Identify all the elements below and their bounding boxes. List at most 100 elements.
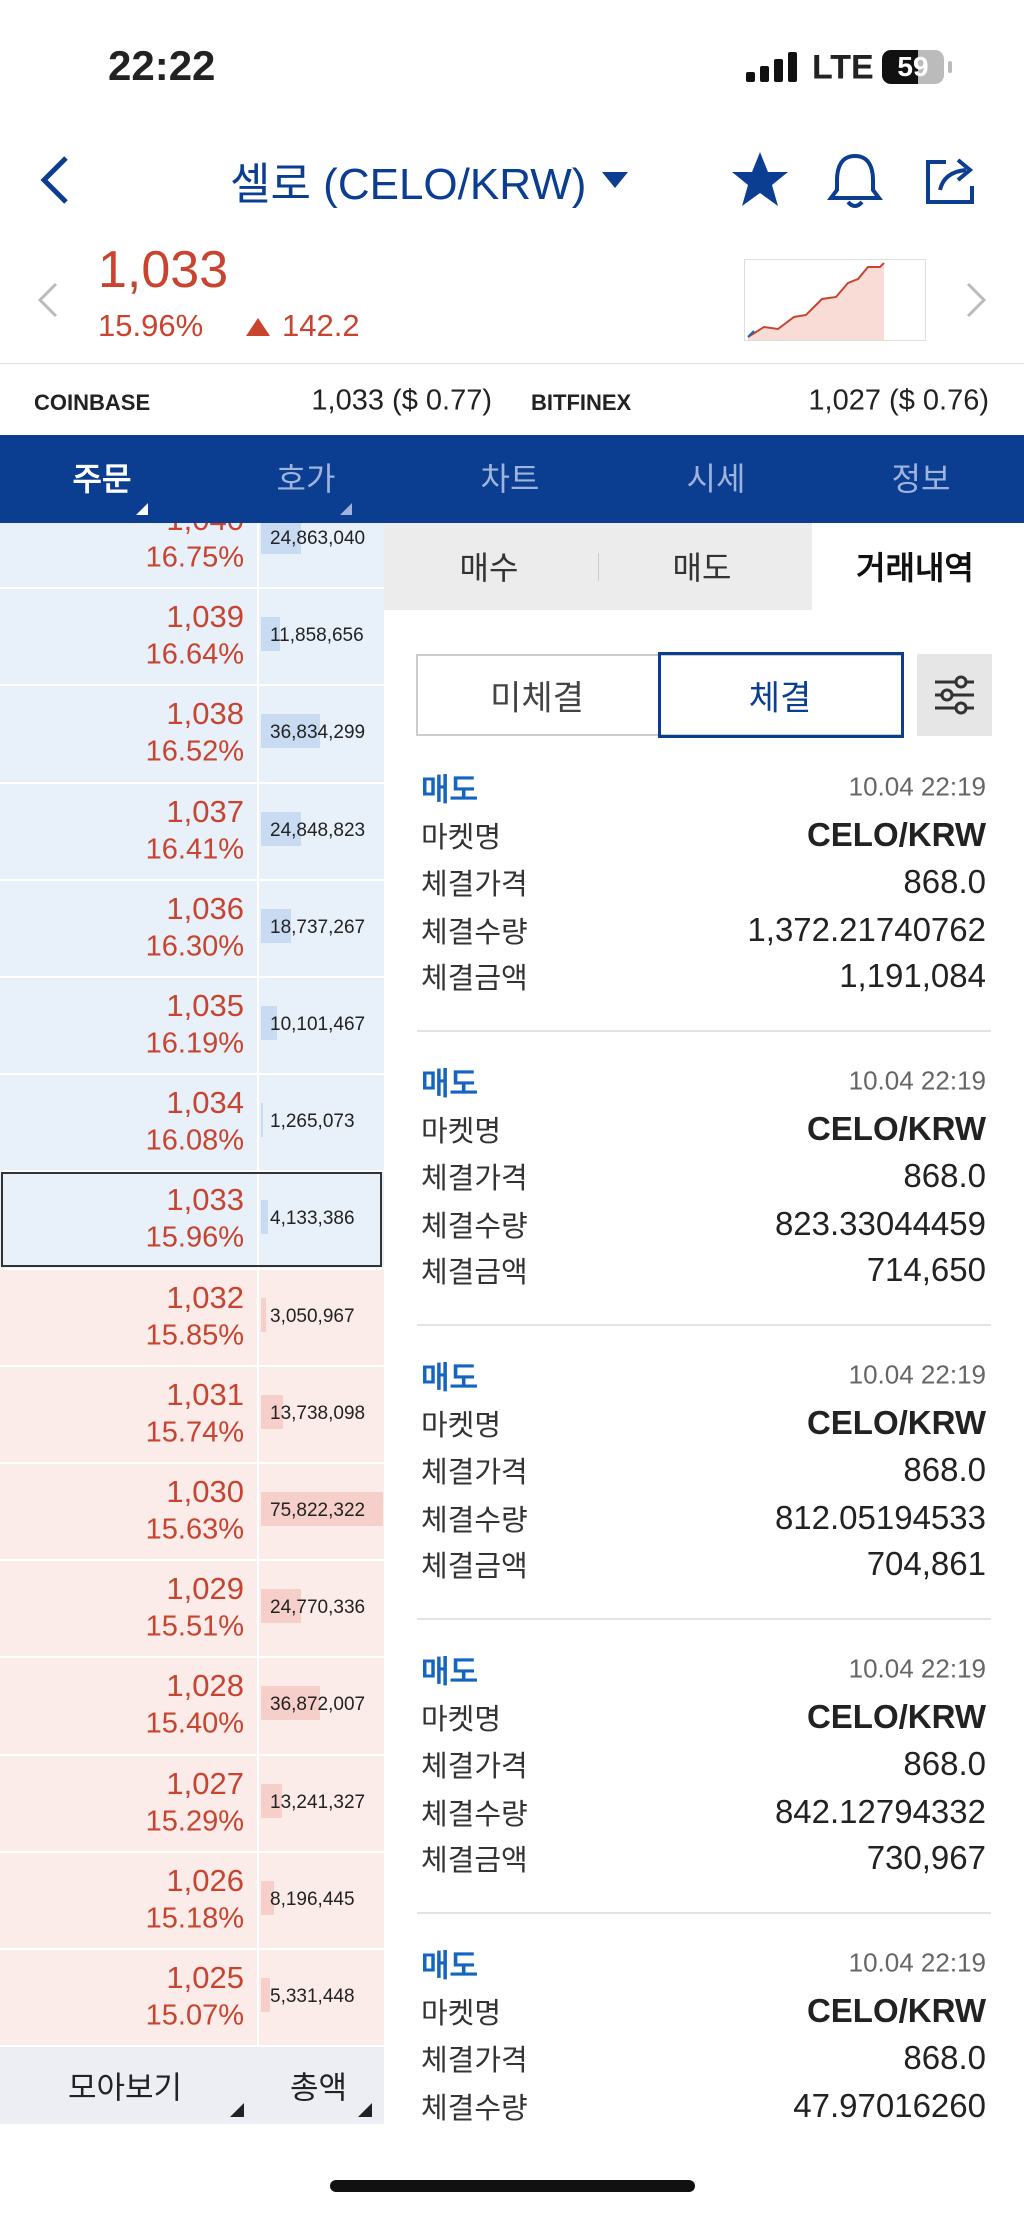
tab[interactable]: 주문 [72, 461, 132, 497]
total-button[interactable]: 총액 [290, 2070, 348, 2106]
trade-divider [417, 1324, 991, 1326]
battery-level: 59 [897, 51, 929, 82]
filter-selected [658, 652, 904, 738]
tab[interactable]: 시세 [686, 461, 746, 497]
order-volume: 36,834,299 [270, 722, 366, 744]
page-title[interactable]: 셀로 (CELO/KRW) [230, 160, 587, 209]
trade-side: 매도 [421, 1360, 479, 1396]
volume-bar [261, 1200, 268, 1235]
order-row[interactable]: 1,029 15.51% 24,770,336 [0, 1561, 384, 1657]
order-row[interactable]: 1,037 16.41% 24,848,823 [0, 783, 384, 879]
volume-bar [261, 811, 301, 846]
subtab-divider [598, 553, 599, 581]
trade-filter[interactable]: 체결 [748, 679, 812, 718]
field-label: 체결가격 [421, 1163, 528, 1195]
corner-mark [230, 2103, 244, 2117]
back-button[interactable] [36, 154, 76, 206]
price-cell [0, 1269, 257, 1365]
field-value: 47.97016260 [793, 2087, 986, 2124]
order-volume: 75,822,322 [270, 1500, 366, 1521]
volume-bar [261, 908, 292, 943]
order-row[interactable]: 1,039 16.64% 11,858,656 [0, 589, 384, 685]
order-row[interactable]: 1,026 15.18% 8,196,445 [0, 1852, 384, 1948]
tab[interactable]: 호가 [276, 461, 336, 497]
volume-bar [261, 1006, 278, 1040]
filter-settings[interactable] [917, 654, 992, 736]
order-row[interactable]: 1,035 16.19% 10,101,467 [0, 978, 384, 1074]
exchange-price: 1,033 ($ 0.77) [311, 384, 492, 417]
field-value: 1,191,084 [839, 957, 986, 994]
trade-side: 매도 [421, 1066, 479, 1102]
order-price: 1,039 [166, 599, 244, 635]
order-price: 1,034 [166, 1085, 244, 1121]
order-volume: 3,050,967 [270, 1305, 355, 1327]
volume-bar [261, 617, 281, 652]
tab-bar: 주문 호가 차트 시세 정보 [0, 435, 1024, 523]
field-value: 868.0 [903, 1745, 986, 1782]
order-row[interactable]: 1,025 15.07% 5,331,448 [0, 1950, 384, 2046]
trade-filter[interactable]: 미체결 [490, 679, 584, 718]
volume-cell [259, 1075, 384, 1171]
price-cell [0, 523, 257, 588]
order-row[interactable]: 1,036 16.30% 18,737,267 [0, 880, 384, 976]
order-rate: 15.51% [145, 1610, 244, 1643]
prev-coin[interactable] [36, 280, 60, 320]
order-row[interactable]: 1,028 15.40% 36,872,007 [0, 1658, 384, 1754]
trade-divider [417, 1618, 991, 1620]
field-value: 868.0 [903, 863, 986, 900]
order-price: 1,040 [166, 523, 244, 538]
price-cell [0, 1075, 257, 1171]
trade-subtab[interactable]: 매도 [672, 550, 732, 586]
order-rate: 15.85% [145, 1319, 244, 1352]
field-label: 마켓명 [421, 1116, 502, 1148]
field-value: 730,967 [866, 1839, 986, 1876]
field-value: 868.0 [903, 2039, 986, 2076]
field-value: 842.12794332 [774, 1793, 986, 1830]
order-volume: 10,101,467 [270, 1014, 366, 1035]
order-row[interactable]: 1,031 15.74% 13,738,098 [0, 1366, 384, 1462]
order-row[interactable]: 1,027 15.29% 13,241,327 [0, 1755, 384, 1851]
price-cell [0, 686, 257, 782]
trade-time: 10.04 22:19 [848, 1065, 986, 1096]
alarm-bell[interactable] [827, 150, 883, 210]
order-row[interactable]: 1,040 16.75% 24,863,040 [0, 523, 384, 588]
order-volume: 4,133,386 [270, 1208, 355, 1230]
field-label: 체결가격 [421, 869, 528, 901]
corner-mark [340, 503, 352, 515]
order-row[interactable]: 1,038 16.52% 36,834,299 [0, 686, 384, 782]
order-row[interactable]: 1,033 15.96% 4,133,386 [0, 1172, 384, 1268]
order-row[interactable]: 1,030 15.63% 75,822,322 [0, 1464, 384, 1560]
field-label: 마켓명 [421, 822, 502, 854]
next-coin[interactable] [964, 280, 988, 320]
tab[interactable]: 정보 [891, 461, 951, 497]
order-volume: 5,331,448 [270, 1986, 355, 2007]
field-value: CELO/KRW [806, 1992, 986, 2029]
tab[interactable]: 차트 [480, 461, 540, 497]
field-value: 704,861 [866, 1545, 986, 1582]
field-label: 체결가격 [421, 1751, 528, 1783]
order-volume: 24,848,823 [270, 819, 366, 841]
field-label: 체결가격 [421, 2045, 528, 2077]
dropdown-icon[interactable] [600, 170, 630, 190]
order-rate: 15.40% [145, 1707, 244, 1740]
order-price: 1,028 [166, 1668, 244, 1704]
trade-subtab[interactable]: 매수 [459, 550, 519, 586]
field-value: 714,650 [866, 1251, 986, 1288]
order-row[interactable]: 1,032 15.85% 3,050,967 [0, 1269, 384, 1365]
field-label: 체결금액 [421, 1551, 528, 1583]
trade-list: 매도 10.04 22:19 마켓명 CELO/KRW 체결가격 868.0 체결수량 1,3… [384, 760, 1024, 2124]
trade-subtab[interactable]: 거래내역 [856, 550, 974, 586]
order-rate: 16.64% [145, 638, 244, 671]
share-icon[interactable] [922, 152, 980, 208]
order-row[interactable]: 1,034 16.08% 1,265,073 [0, 1075, 384, 1171]
price-cell [0, 978, 257, 1074]
favorite-star[interactable] [730, 150, 790, 208]
field-label: 체결수량 [421, 1211, 528, 1243]
trade-divider [417, 1912, 991, 1914]
order-rate: 15.07% [145, 1999, 244, 2032]
grouping-button[interactable]: 모아보기 [68, 2070, 183, 2106]
field-value: 868.0 [903, 1451, 986, 1488]
battery-cap [948, 61, 952, 73]
order-price: 1,031 [166, 1376, 244, 1412]
